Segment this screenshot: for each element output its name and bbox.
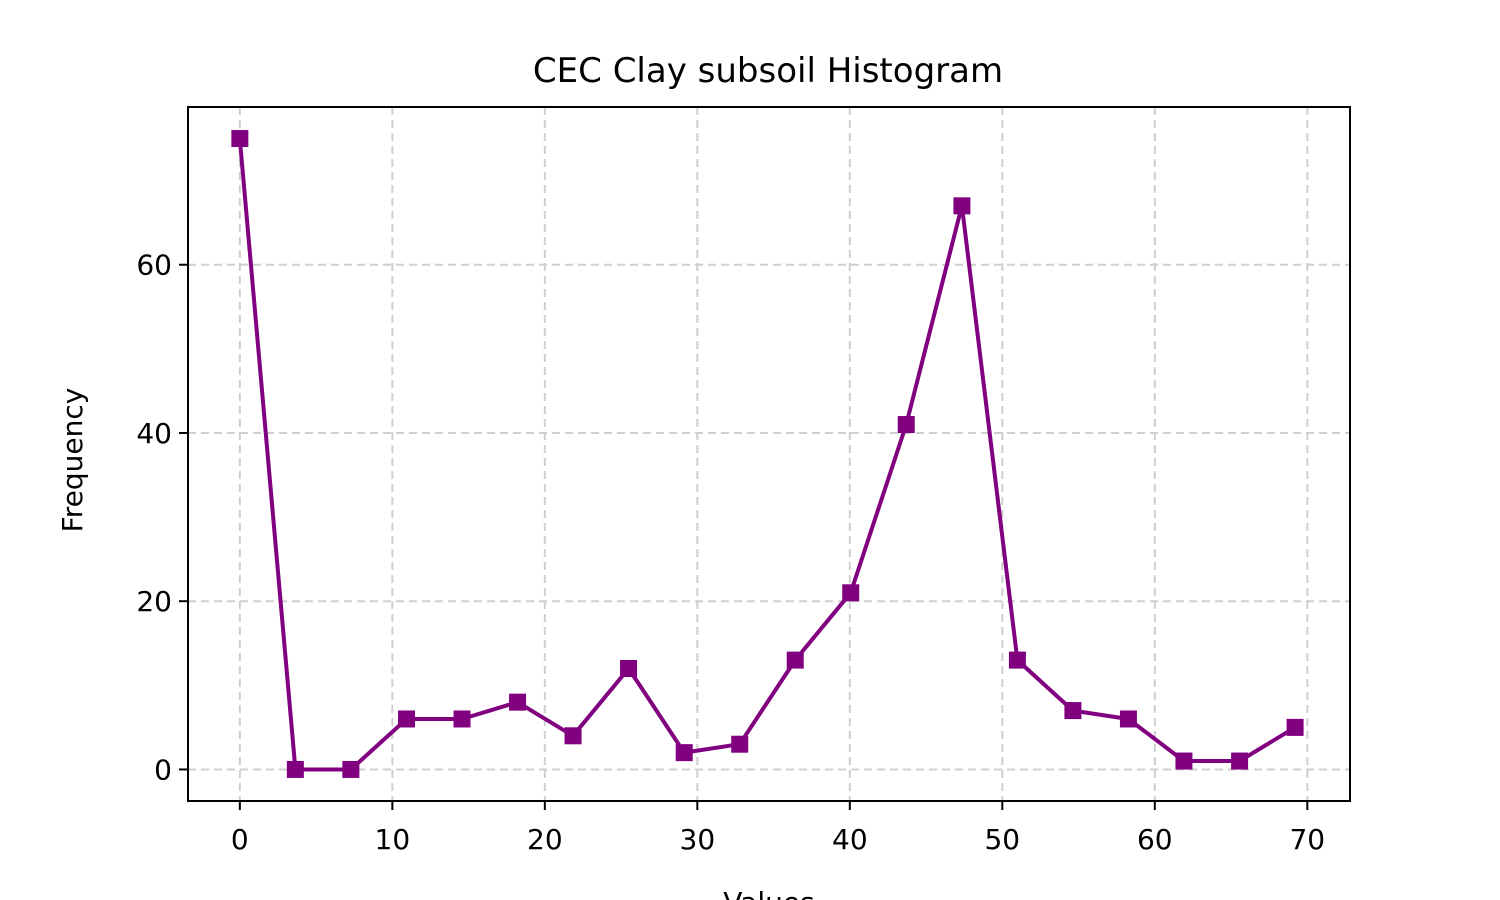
x-axis-label: Values [723, 886, 814, 900]
series [231, 130, 1304, 778]
data-point [842, 584, 860, 602]
data-point [675, 744, 693, 762]
x-tick-label: 30 [680, 823, 716, 856]
data-point [1119, 710, 1137, 728]
x-tick-label: 10 [375, 823, 411, 856]
data-point [342, 760, 360, 778]
chart-title: CEC Clay subsoil Histogram [533, 51, 1003, 91]
data-point [1286, 718, 1304, 736]
data-point [398, 710, 416, 728]
data-point [1231, 752, 1249, 770]
data-point [286, 760, 304, 778]
data-point [564, 727, 582, 745]
data-point [620, 660, 638, 678]
data-point [731, 735, 749, 753]
x-tick-label: 40 [832, 823, 868, 856]
y-tick-label: 60 [136, 249, 172, 282]
x-tick-label: 50 [984, 823, 1020, 856]
data-point [1175, 752, 1193, 770]
data-point [953, 197, 971, 215]
y-tick-label: 20 [136, 585, 172, 618]
x-tick-label: 0 [231, 823, 249, 856]
plot-frame [187, 106, 1351, 802]
x-tick-label: 60 [1137, 823, 1173, 856]
data-point [1008, 651, 1026, 669]
data-point [453, 710, 471, 728]
y-tick-label: 0 [154, 753, 172, 786]
series-line [237, 138, 1297, 772]
x-tick-label: 20 [527, 823, 563, 856]
y-tick-label: 40 [136, 417, 172, 450]
data-point [231, 130, 249, 148]
data-point [897, 416, 915, 434]
data-point [786, 651, 804, 669]
data-point [509, 693, 527, 711]
data-point [1064, 702, 1082, 720]
x-tick-label: 70 [1289, 823, 1325, 856]
grid [188, 107, 1350, 801]
axis-ticks: 0 10 20 30 40 50 60 70 0 20 40 60 [136, 249, 1325, 856]
y-axis-label: Frequency [56, 388, 89, 533]
